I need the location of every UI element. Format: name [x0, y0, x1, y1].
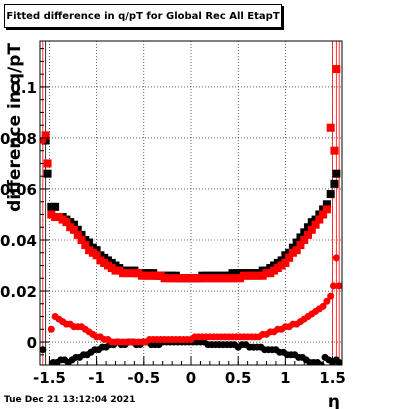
data-point-square	[326, 190, 335, 199]
data-point-square	[285, 253, 294, 262]
data-point-square	[315, 215, 324, 224]
data-point-square	[92, 251, 101, 260]
data-point-square	[73, 230, 82, 239]
y-tick-label: 0.02	[0, 283, 37, 301]
data-point-square	[330, 179, 339, 188]
x-tick-label: -0.5	[127, 369, 160, 387]
x-tick-label: -1	[88, 369, 105, 387]
x-tick-label: -1.5	[33, 369, 66, 387]
data-point-circle	[319, 302, 327, 310]
data-point-square	[296, 241, 305, 250]
data-point-square	[319, 210, 328, 219]
data-point-circle	[47, 325, 55, 333]
data-point-square	[330, 146, 339, 155]
data-point-circle	[327, 292, 335, 300]
data-point-square	[304, 230, 313, 239]
x-tick-label: 0	[186, 369, 196, 387]
data-point-square	[69, 225, 78, 234]
data-point-square	[322, 205, 331, 214]
data-series	[40, 41, 342, 365]
data-point-square	[62, 218, 71, 227]
data-point-circle	[335, 282, 342, 290]
data-point-square	[322, 200, 331, 209]
data-point-square	[43, 159, 52, 168]
x-tick-label: 1	[280, 369, 290, 387]
y-tick-label: 0.1	[10, 79, 37, 97]
y-axis-title: difference in q/pT	[5, 43, 25, 212]
data-point-square	[77, 235, 86, 244]
data-point-square	[332, 169, 341, 178]
chart-title: Fitted difference in q/pT for Global Rec…	[4, 4, 282, 28]
data-point-square	[43, 169, 52, 178]
data-point-square	[300, 235, 309, 244]
series-1	[41, 65, 341, 283]
x-tick-label: 0.5	[225, 369, 252, 387]
data-point-square	[41, 131, 50, 140]
x-tick-label: 1.5	[319, 369, 346, 387]
data-point-square	[326, 123, 335, 132]
y-tick-label: 0.08	[0, 130, 37, 148]
y-tick-label: 0	[27, 334, 37, 352]
y-tick-label: 0.04	[0, 232, 37, 250]
data-point-square	[332, 65, 341, 74]
data-point-circle	[40, 346, 47, 354]
data-point-square	[307, 225, 316, 234]
y-tick-label: 0.06	[0, 181, 37, 199]
grid	[40, 41, 342, 365]
axes-ticks: -1.5 -1 -0.5 0 0.5 1 1.5 0 0.02 0.04 0.06 0.08 0.1	[0, 48, 346, 387]
data-point-square	[292, 246, 301, 255]
data-point-square	[51, 202, 60, 211]
data-point-square	[281, 258, 290, 267]
data-point-circle	[323, 297, 331, 305]
data-point-square	[81, 241, 90, 250]
series-3	[40, 136, 342, 346]
data-point-circle	[330, 282, 338, 290]
timestamp: Tue Dec 21 13:12:04 2021	[4, 395, 136, 405]
x-axis-title: η	[328, 392, 340, 409]
data-point-circle	[332, 254, 340, 262]
plot-area	[40, 41, 342, 365]
data-point-circle	[335, 358, 342, 365]
data-point-circle	[40, 136, 47, 144]
data-point-square	[311, 220, 320, 229]
